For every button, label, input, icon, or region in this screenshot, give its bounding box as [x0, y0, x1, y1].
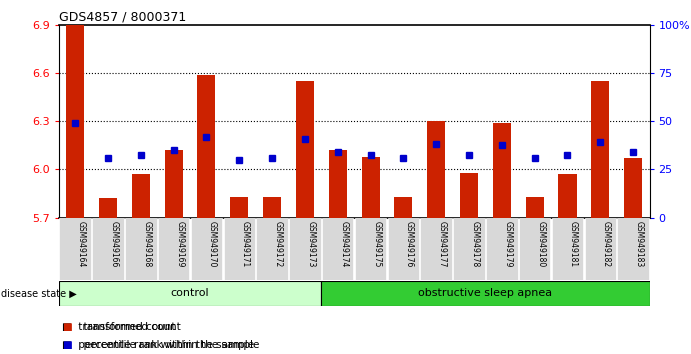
Bar — [164, 150, 182, 218]
Text: transformed count: transformed count — [77, 322, 181, 332]
Bar — [230, 197, 248, 218]
Text: ■  percentile rank within the sample: ■ percentile rank within the sample — [62, 340, 254, 350]
Bar — [191, 218, 223, 280]
Bar — [296, 81, 314, 218]
Text: GSM949164: GSM949164 — [77, 221, 86, 267]
Text: GSM949180: GSM949180 — [536, 221, 545, 267]
Bar — [624, 158, 642, 218]
Bar — [92, 218, 124, 280]
Bar — [132, 174, 150, 218]
Bar — [420, 218, 452, 280]
Bar — [388, 218, 419, 280]
Bar — [395, 197, 413, 218]
Bar — [125, 218, 157, 280]
Bar — [263, 197, 281, 218]
Text: ■: ■ — [62, 340, 72, 350]
Bar — [223, 218, 255, 280]
Bar — [158, 218, 189, 280]
Bar — [519, 218, 551, 280]
Bar — [591, 81, 609, 218]
Text: GSM949166: GSM949166 — [110, 221, 119, 267]
Text: GSM949176: GSM949176 — [405, 221, 414, 267]
Text: GSM949168: GSM949168 — [142, 221, 151, 267]
Text: GSM949178: GSM949178 — [471, 221, 480, 267]
Bar — [617, 218, 649, 280]
Bar — [321, 281, 650, 306]
Text: GSM949179: GSM949179 — [504, 221, 513, 267]
Text: GSM949170: GSM949170 — [208, 221, 217, 267]
Text: GSM949177: GSM949177 — [438, 221, 447, 267]
Text: GSM949174: GSM949174 — [339, 221, 348, 267]
Bar — [59, 281, 321, 306]
Bar — [585, 218, 616, 280]
Bar — [361, 156, 379, 218]
Text: disease state ▶: disease state ▶ — [1, 289, 77, 298]
Bar — [460, 173, 478, 218]
Bar — [99, 199, 117, 218]
Bar — [551, 218, 583, 280]
Text: ■  transformed count: ■ transformed count — [62, 322, 176, 332]
Bar — [486, 218, 518, 280]
Text: GSM949172: GSM949172 — [274, 221, 283, 267]
Bar — [59, 218, 91, 280]
Text: percentile rank within the sample: percentile rank within the sample — [77, 340, 260, 350]
Text: GSM949169: GSM949169 — [176, 221, 184, 267]
Bar — [493, 123, 511, 218]
Bar — [354, 218, 386, 280]
Bar — [329, 150, 347, 218]
Bar — [66, 25, 84, 218]
Text: GSM949183: GSM949183 — [635, 221, 644, 267]
Text: obstructive sleep apnea: obstructive sleep apnea — [418, 289, 553, 298]
Text: GSM949173: GSM949173 — [307, 221, 316, 267]
Text: control: control — [171, 289, 209, 298]
Bar — [256, 218, 288, 280]
Bar — [427, 121, 445, 218]
Text: GSM949175: GSM949175 — [372, 221, 381, 267]
Text: GSM949171: GSM949171 — [241, 221, 250, 267]
Text: GSM949182: GSM949182 — [602, 221, 611, 267]
Bar — [526, 197, 544, 218]
Text: GSM949181: GSM949181 — [569, 221, 578, 267]
Bar — [322, 218, 354, 280]
Text: GDS4857 / 8000371: GDS4857 / 8000371 — [59, 11, 186, 24]
Text: ■: ■ — [62, 322, 72, 332]
Bar — [198, 75, 216, 218]
Bar — [558, 174, 576, 218]
Bar — [289, 218, 321, 280]
Bar — [453, 218, 485, 280]
